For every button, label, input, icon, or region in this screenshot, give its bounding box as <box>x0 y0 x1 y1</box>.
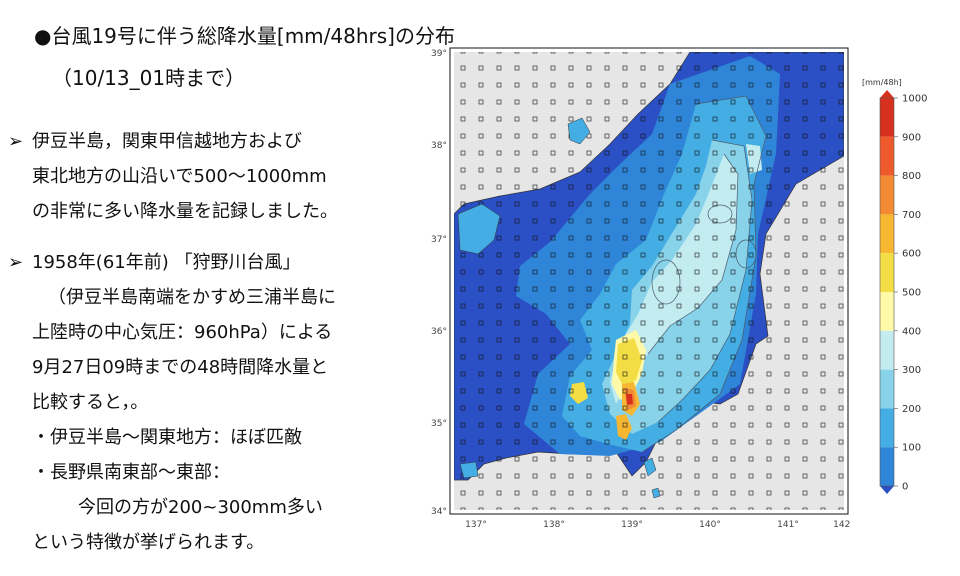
bullet-2-line-1: 1958年(61年前) 「狩野川台風」 <box>32 252 301 273</box>
observation-stations <box>454 52 844 510</box>
arrow-bullet-icon: ➢ <box>8 131 24 152</box>
legend-max-arrow <box>880 90 894 98</box>
lon-tick-142: 142° <box>833 520 850 530</box>
legend-svg: [mm/48h] 1000900800700600500400300200100… <box>862 78 927 494</box>
lat-tick-37: 37° <box>431 235 447 245</box>
bullet-2-line-9: という特徴が挙げられます。 <box>32 532 265 553</box>
page-subtitle: （10/13_01時まで） <box>52 66 246 90</box>
bullet-2-line-3: 上陸時の中心気圧：960hPa）による <box>32 322 333 343</box>
bullet-2-line-8: 今回の方が200~300mm多い <box>78 497 323 518</box>
legend-swatch-400 <box>880 330 894 370</box>
bullet-2-line-7: ・長野県南東部〜東部： <box>32 462 230 483</box>
legend-swatch-1000 <box>880 98 894 137</box>
lat-tick-34: 34° <box>431 507 447 517</box>
legend-label-900: 900 <box>902 132 921 143</box>
legend-swatch-800 <box>880 175 894 215</box>
legend-swatch-500 <box>880 292 894 331</box>
lon-axis: 137° 138° 139° 140° 141° 142° <box>465 520 855 530</box>
legend-label-400: 400 <box>902 326 921 337</box>
rainfall-map-svg: 39° 38° 37° 36° 35° 34° 137° 138° 139° 1… <box>431 47 855 530</box>
legend-label-300: 300 <box>902 365 921 376</box>
legend-swatch-700 <box>880 214 894 254</box>
bullet-item-2: ➢ 1958年(61年前) 「狩野川台風」 （伊豆半島南端をかすめ三浦半島に 上… <box>8 245 412 560</box>
lat-tick-38: 38° <box>431 141 447 151</box>
legend-swatch-900 <box>880 136 894 176</box>
bullet-1-line-1: 伊豆半島，関東甲信越地方および <box>32 131 302 152</box>
color-legend: [mm/48h] 1000 900 800 700 600 500 400 300 200 100… <box>862 78 952 498</box>
legend-swatch-300 <box>880 369 894 409</box>
legend-label-500: 500 <box>902 288 921 299</box>
legend-label-0: 0 <box>902 482 908 493</box>
legend-label-600: 600 <box>902 249 921 260</box>
bullet-2-line-2: （伊豆半島南端をかすめ三浦半島に <box>48 287 336 308</box>
bullet-1-line-3: の非常に多い降水量を記録しました。 <box>32 201 338 222</box>
lat-tick-36: 36° <box>431 327 447 337</box>
legend-unit: [mm/48h] <box>862 78 902 87</box>
legend-swatch-100 <box>880 447 894 486</box>
lat-axis: 39° 38° 37° 36° 35° 34° <box>431 49 447 517</box>
legend-label-100: 100 <box>902 443 921 454</box>
legend-label-1000: 1000 <box>902 94 927 105</box>
page-title: ●台風19号に伴う総降水量[mm/48hrs]の分布 <box>34 24 455 48</box>
lon-tick-140: 140° <box>699 520 721 530</box>
lat-tick-39: 39° <box>431 49 447 59</box>
bullet-list: ➢ 伊豆半島，関東甲信越地方および 東北地方の山沿いで500〜1000mm の非… <box>8 124 412 576</box>
lon-tick-137: 137° <box>465 520 487 530</box>
rainfall-map: 39° 38° 37° 36° 35° 34° 137° 138° 139° 1… <box>420 44 855 534</box>
bullet-item-1: ➢ 伊豆半島，関東甲信越地方および 東北地方の山沿いで500〜1000mm の非… <box>8 124 412 229</box>
lon-tick-141: 141° <box>777 520 799 530</box>
bullet-2-line-5: 比較すると，。 <box>32 392 149 413</box>
bullet-1-line-2: 東北地方の山沿いで500〜1000mm <box>32 166 327 187</box>
legend-label-200: 200 <box>902 404 921 415</box>
lat-tick-35: 35° <box>431 419 447 429</box>
lon-tick-138: 138° <box>543 520 565 530</box>
islands <box>457 117 661 499</box>
legend-label-700: 700 <box>902 210 921 221</box>
bullet-2-line-4: 9月27日09時までの48時間降水量と <box>32 357 329 378</box>
bullet-2-line-6: ・伊豆半島〜関東地方：ほぼ匹敵 <box>32 427 302 448</box>
lon-tick-139: 139° <box>621 520 643 530</box>
legend-min-arrow <box>880 486 894 494</box>
legend-label-800: 800 <box>902 171 921 182</box>
arrow-bullet-icon: ➢ <box>8 252 24 273</box>
legend-swatch-200 <box>880 408 894 448</box>
legend-swatch-600 <box>880 253 894 292</box>
